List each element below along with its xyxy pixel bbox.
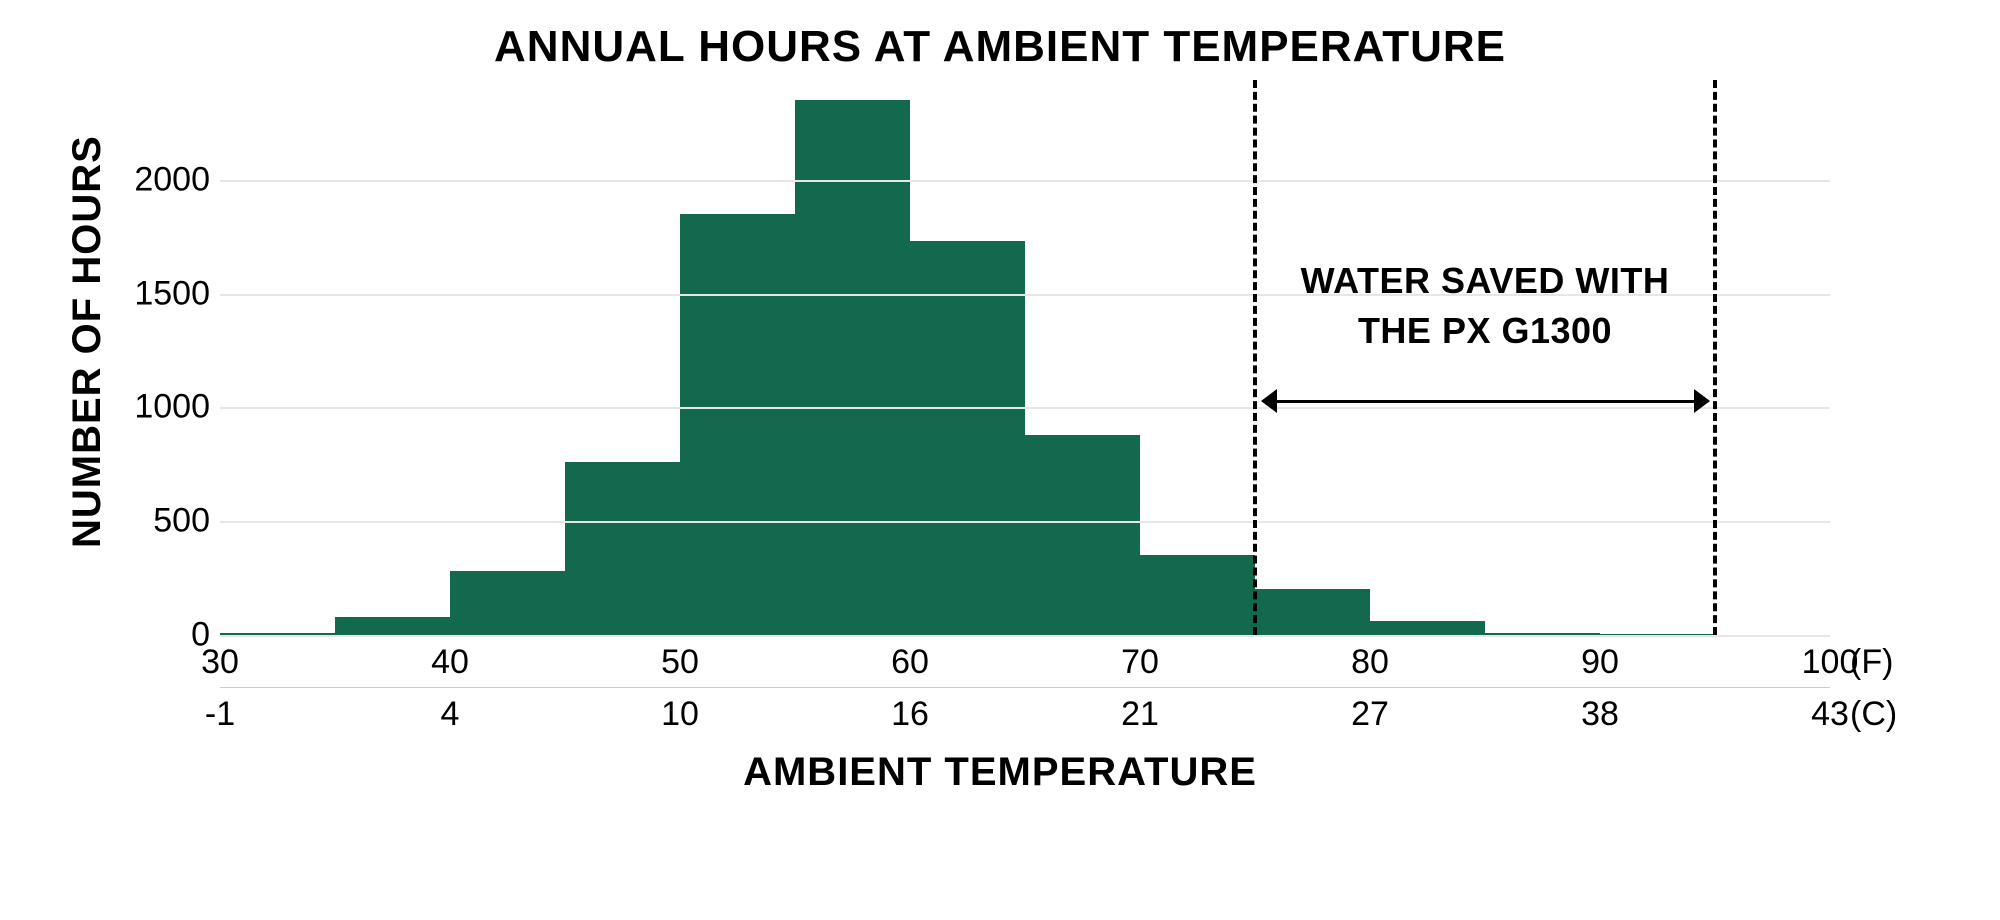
x-tick-c: 38 [1581,695,1619,734]
y-tick-label: 500 [120,502,210,541]
x-tick-c: 21 [1121,695,1159,734]
x-tick-c: 4 [441,695,460,734]
x-tick-f: 60 [891,643,929,682]
x-tick-c: 27 [1351,695,1389,734]
histogram-bar [1370,621,1485,635]
x-tick-c: 43 [1811,695,1849,734]
arrowhead-right-icon [1694,389,1710,413]
x-tick-f: 50 [661,643,699,682]
x-tick-f: 40 [431,643,469,682]
reference-line [1253,80,1257,635]
reference-line [1713,80,1717,635]
x-tick-c: 16 [891,695,929,734]
histogram-bar [450,571,565,635]
arrowhead-left-icon [1261,389,1277,413]
gridline [220,180,1830,182]
x-tick-c: -1 [205,695,235,734]
chart-container: ANNUAL HOURS AT AMBIENT TEMPERATURE NUMB… [0,0,2000,920]
annotation-line1: WATER SAVED WITH [1235,260,1735,302]
x-unit-c: (C) [1850,695,1897,734]
x-tick-f: 90 [1581,643,1619,682]
histogram-bar [1255,589,1370,635]
y-tick-label: 1000 [120,388,210,427]
x-tick-f: 30 [201,643,239,682]
histogram-bar [565,462,680,635]
annotation-arrow [1273,400,1697,403]
histogram-bar [1025,435,1140,635]
x-tick-f: 80 [1351,643,1389,682]
annotation-line2: THE PX G1300 [1235,310,1735,352]
chart-title: ANNUAL HOURS AT AMBIENT TEMPERATURE [0,22,2000,72]
x-tick-c: 10 [661,695,699,734]
x-tick-f: 70 [1121,643,1159,682]
y-tick-label: 1500 [120,274,210,313]
histogram-bar [680,214,795,635]
gridline [220,521,1830,523]
histogram-bar [910,241,1025,635]
gridline [220,635,1830,637]
y-tick-label: 0 [120,616,210,655]
histogram-bar [335,617,450,635]
y-axis-label: NUMBER OF HOURS [65,135,110,548]
y-tick-label: 2000 [120,160,210,199]
x-unit-f: (F) [1850,643,1893,682]
gridline [220,407,1830,409]
histogram-bar [1140,555,1255,635]
x-axis-label: AMBIENT TEMPERATURE [0,750,2000,795]
axis-separator [220,687,1830,688]
